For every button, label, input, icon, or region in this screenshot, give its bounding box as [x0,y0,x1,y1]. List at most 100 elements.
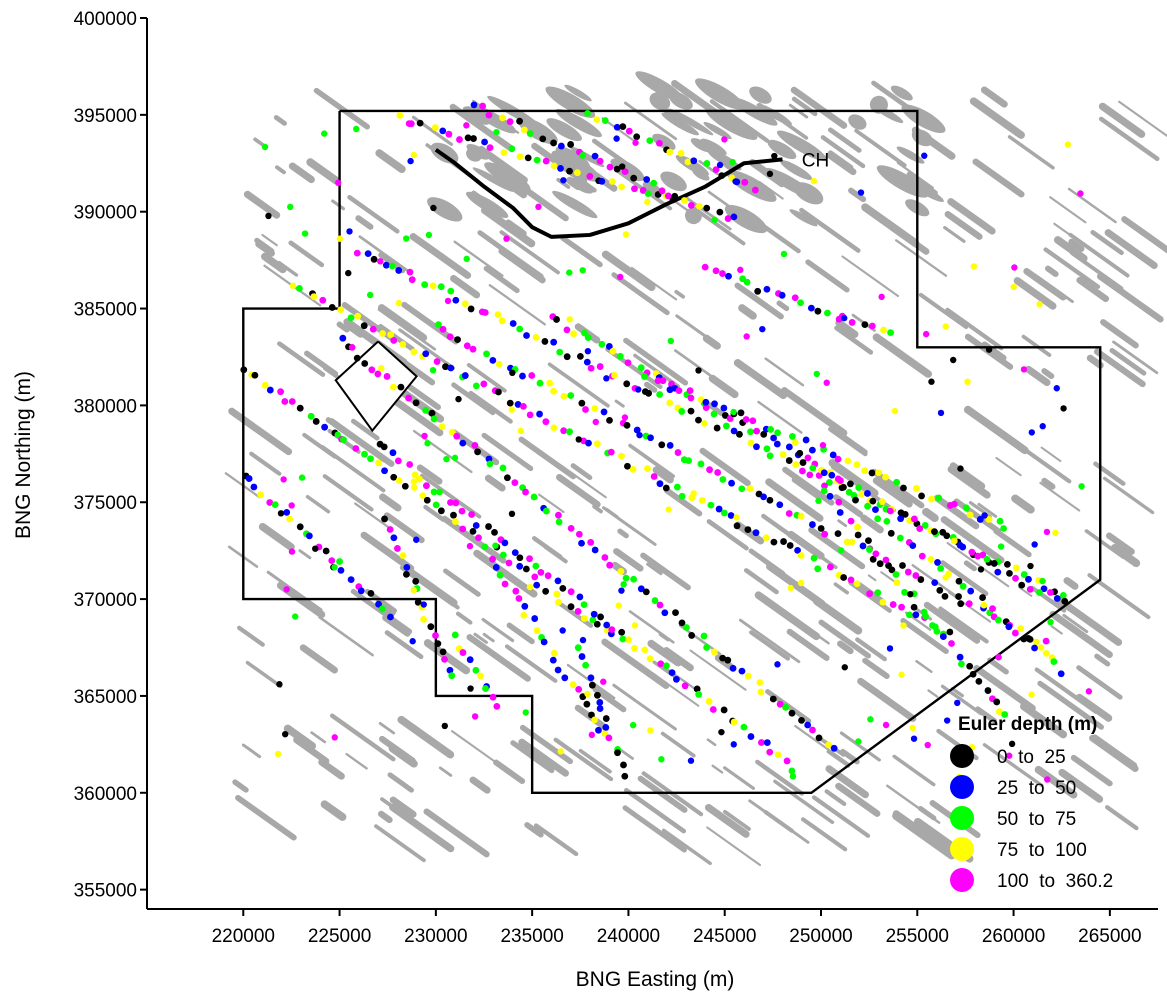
anomaly-streak [283,724,317,750]
euler-point [847,517,855,525]
euler-point [738,485,746,493]
euler-point [407,120,415,128]
euler-point [788,767,796,775]
euler-point [382,261,390,269]
anomaly-streak [765,478,824,522]
euler-point [783,757,791,765]
euler-point [409,638,416,645]
anomaly-streak [1041,477,1056,490]
anomaly-streak [794,724,850,766]
euler-point [631,644,638,652]
euler-point [447,287,455,295]
euler-point [539,135,547,143]
euler-point [898,603,905,611]
euler-point [276,681,283,688]
euler-point [730,408,737,416]
anomaly-streak [791,477,821,500]
euler-point [922,330,930,338]
euler-point [423,496,431,504]
euler-point [909,724,916,732]
euler-point [1050,658,1058,666]
euler-point [468,511,476,518]
legend-label: 0 to 25 [997,747,1066,768]
euler-point [678,492,686,500]
euler-point [396,112,404,119]
euler-point [695,367,702,374]
euler-point [336,558,343,565]
y-tick-label: 400000 [74,9,137,30]
euler-point [865,537,872,545]
anomaly-streak [764,357,805,387]
euler-point [601,730,609,737]
euler-point [580,601,588,609]
anomaly-streak [834,325,874,355]
euler-point [378,364,385,372]
euler-point [633,426,641,434]
euler-point [981,512,988,519]
euler-point [447,499,454,506]
euler-point [429,366,437,374]
anomaly-streak [409,233,472,279]
euler-point [1020,635,1028,643]
euler-point [550,338,558,346]
anomaly-streak [601,250,656,292]
euler-point [389,449,397,457]
euler-point [575,530,583,538]
euler-point [797,552,805,559]
euler-point [1028,429,1035,436]
euler-point [352,445,360,452]
anomaly-streak [1007,135,1055,170]
euler-point [601,117,609,124]
euler-point [576,353,584,360]
euler-point [880,326,887,334]
euler-point [641,646,649,654]
euler-point [656,391,664,398]
euler-point [762,534,770,542]
euler-point [424,440,431,447]
euler-point [442,363,449,371]
euler-point [718,728,725,736]
euler-point [386,526,394,533]
euler-point [658,187,666,195]
anomaly-streak [378,323,416,352]
euler-point [1020,366,1028,373]
anomaly-patch [652,133,676,151]
ch-label: CH [802,150,829,171]
euler-point [848,538,856,546]
anomaly-streak [299,644,338,674]
euler-point [969,670,977,678]
anomaly-streak [469,776,491,794]
euler-point [456,136,463,143]
euler-point [821,482,828,490]
anomaly-streak [839,731,881,762]
euler-point [603,375,610,382]
euler-point [730,741,737,748]
anomaly-streak [652,466,674,484]
anomaly-streak [841,255,900,298]
euler-point [524,154,532,162]
euler-point [774,429,781,437]
survey-boundary [242,109,1102,794]
euler-point [298,474,306,481]
anomaly-streak [646,562,663,576]
euler-point [658,441,666,449]
euler-point [874,589,882,597]
euler-point [485,523,492,530]
anomaly-streak [1037,680,1105,730]
euler-point [1018,581,1026,589]
anomaly-patch [690,138,712,153]
euler-point [647,727,654,734]
euler-point [853,580,861,588]
anomaly-streak [389,803,455,853]
euler-point [257,491,265,499]
euler-point [996,708,1003,716]
euler-point [729,158,736,166]
euler-point [546,379,554,387]
euler-point [261,143,269,151]
euler-point [780,250,788,258]
euler-point [924,741,931,749]
anomaly-streak [1019,702,1068,739]
euler-point [616,352,624,360]
euler-point [966,511,974,519]
euler-point [387,613,394,621]
